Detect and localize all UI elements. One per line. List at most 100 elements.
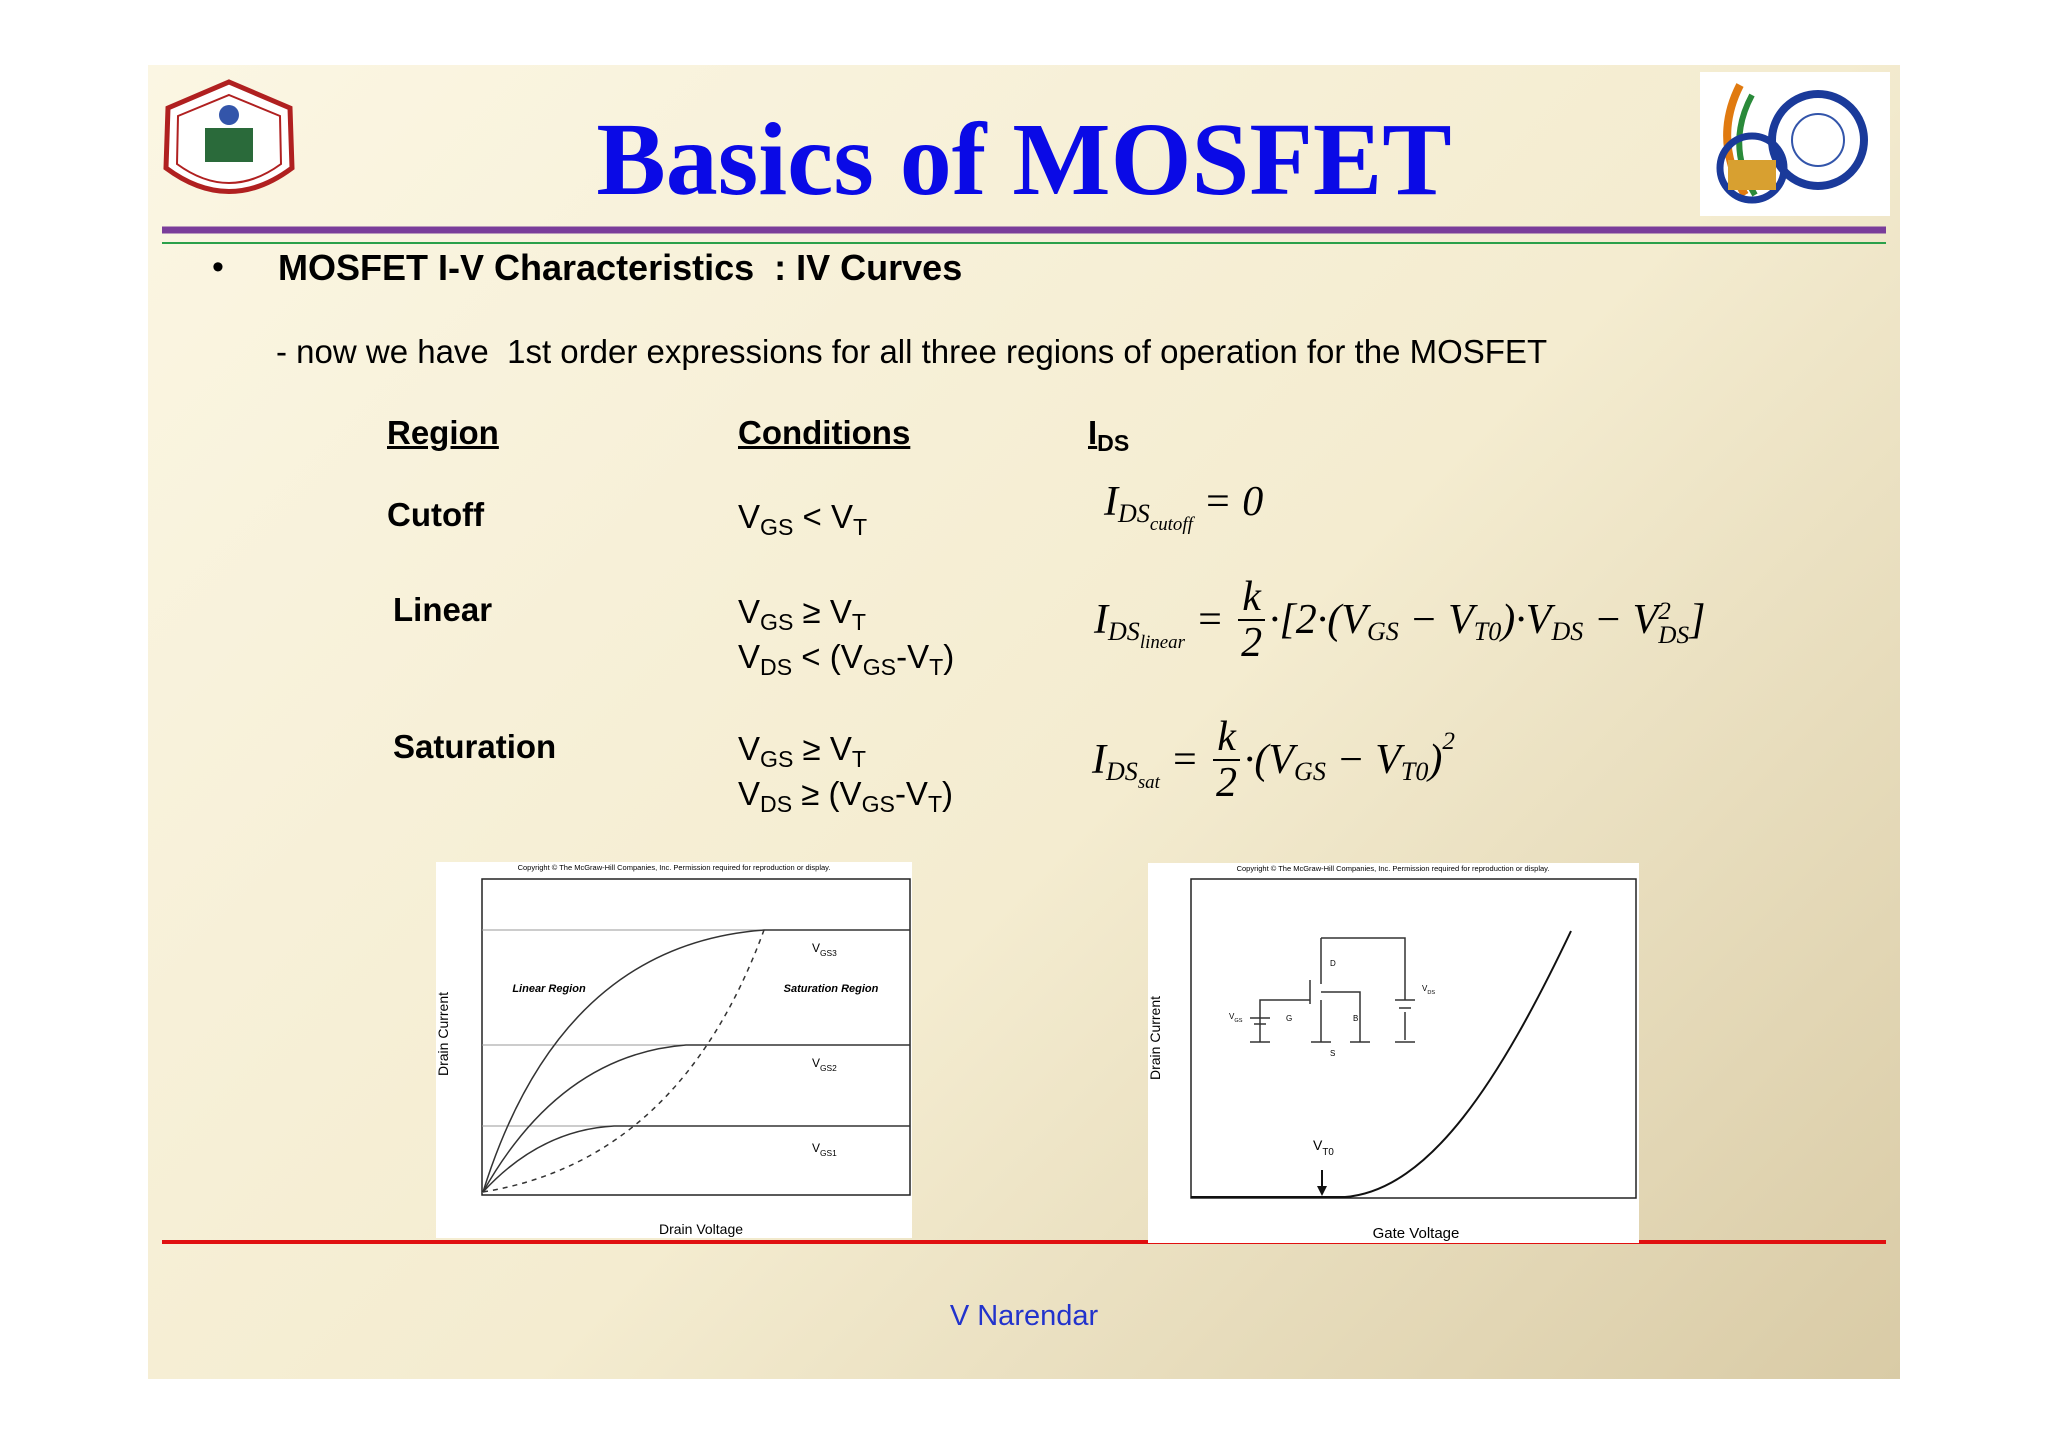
subscript: GS1: [820, 1148, 837, 1158]
formula-sub: T0: [1473, 616, 1502, 646]
formula-base: I: [1104, 479, 1118, 525]
formula-base: =: [1184, 597, 1235, 644]
subscript: T: [927, 790, 943, 817]
circuit-terminal: G: [1286, 1014, 1292, 1023]
condition-line: VGS ≥ VT: [738, 728, 953, 773]
axis-label: Drain Current: [1147, 996, 1163, 1080]
text-part: V: [738, 730, 761, 767]
figure-drain-characteristics: [436, 862, 912, 1238]
text-part: ≥ (V: [792, 775, 862, 812]
text-part: -V: [894, 775, 928, 812]
formula-base: ]: [1689, 597, 1706, 644]
formula-base: ·[2·(V: [1268, 597, 1367, 644]
text-part: V: [738, 593, 761, 630]
formula-sub: GS: [1294, 756, 1326, 786]
formula-sub: GS: [1366, 616, 1399, 646]
formula-base: =: [1159, 737, 1210, 784]
numerator: k: [1213, 715, 1240, 762]
circuit-terminal: B: [1353, 1014, 1358, 1023]
formula: I DS cutoff = 0: [1104, 478, 1263, 535]
formula-sub: DS: [1108, 616, 1140, 646]
subscript: GS: [1234, 1018, 1242, 1024]
bullet-subtext: - now we have 1st order expressions for …: [276, 333, 1548, 370]
superscript: 2: [1658, 597, 1671, 625]
column-header: Conditions: [738, 414, 911, 451]
text-part: ≥ V: [793, 730, 852, 767]
subscript: DS: [760, 653, 793, 680]
axis-label: Drain Voltage: [659, 1221, 743, 1237]
formula-subsub: sat: [1137, 771, 1160, 793]
formula-base: ·(V: [1243, 737, 1295, 784]
sup-sub: 2 DS: [1658, 597, 1690, 649]
subscript: T: [929, 653, 944, 680]
formula-base: − V: [1325, 737, 1401, 784]
formula-base: ): [1428, 737, 1443, 784]
axis-label: Gate Voltage: [1373, 1225, 1460, 1242]
figure-copyright: Copyright © The McGraw-Hill Companies, I…: [518, 863, 831, 872]
bullet-marker: •: [212, 248, 224, 286]
conditions: VGS ≥ VT VDS ≥ (VGS-VT): [738, 728, 953, 818]
diamond-jubilee-logo: [1700, 72, 1890, 216]
text-part: ≥ V: [793, 593, 852, 630]
nit-logo: [163, 79, 295, 194]
circuit-source-label: VGS: [1229, 1012, 1243, 1024]
formula-sub: DS: [1106, 756, 1138, 786]
column-header: Region: [387, 414, 499, 451]
subscript: GS2: [820, 1063, 837, 1073]
formula-base: I: [1094, 597, 1108, 644]
subscript: T0: [1322, 1147, 1334, 1158]
formula-sup: 2: [1442, 728, 1455, 756]
region-annotation: Linear Region: [512, 983, 586, 995]
text-part: ): [942, 775, 954, 812]
subscript: DS: [1658, 621, 1690, 649]
region-annotation: Saturation Region: [784, 983, 879, 995]
formula-subsub: linear: [1139, 631, 1185, 653]
text-part: V: [1313, 1137, 1323, 1153]
threshold-label: VT0: [1313, 1137, 1334, 1158]
subscript: GS: [760, 513, 794, 540]
formula-base: − V: [1583, 597, 1659, 644]
region-label: Saturation: [393, 728, 557, 765]
region-label: Cutoff: [387, 496, 485, 533]
text-part: V: [812, 1056, 820, 1070]
text-part: -V: [896, 638, 930, 675]
subscript: T: [851, 745, 866, 772]
subscript: T: [853, 513, 868, 540]
condition-line: VGS ≥ VT: [738, 591, 954, 636]
circuit-terminal: D: [1330, 959, 1336, 968]
condition-line: VDS < (VGS-VT): [738, 636, 954, 681]
text-part: V: [738, 638, 761, 675]
text-part: V: [738, 498, 761, 535]
figure-copyright: Copyright © The McGraw-Hill Companies, I…: [1237, 864, 1550, 873]
formula-base: )·V: [1501, 597, 1552, 644]
subscript: GS: [760, 608, 794, 635]
condition-line: VDS ≥ (VGS-VT): [738, 773, 953, 818]
text-part: V: [812, 1141, 820, 1155]
formula-base: − V: [1398, 597, 1474, 644]
formula-sub: DS: [1551, 616, 1584, 646]
formula-sub: T0: [1400, 756, 1429, 786]
condition-line: VGS < VT: [738, 496, 867, 541]
circuit-source-label: VDS: [1422, 984, 1435, 996]
region-label: Linear: [393, 591, 493, 628]
circuit-terminal: S: [1330, 1049, 1335, 1058]
formula: I DS sat = k 2 ·(V GS − V T0) 2: [1092, 715, 1455, 805]
text-part: V: [738, 775, 761, 812]
formula: I DS linear = k 2 ·[2·(V GS − V T0)·V DS − V 2 DS…: [1094, 575, 1705, 665]
curve-label: VGS3: [812, 941, 837, 958]
text-part: ): [943, 638, 955, 675]
text-part: V: [812, 941, 820, 955]
curve-label: VGS2: [812, 1056, 837, 1073]
text-part: < V: [793, 498, 854, 535]
text-part: I: [1088, 414, 1098, 451]
text-part: < (V: [792, 638, 863, 675]
formula-base: I: [1092, 737, 1106, 784]
conditions: VGS < VT: [738, 496, 867, 541]
conditions: VGS ≥ VT VDS < (VGS-VT): [738, 591, 954, 681]
denominator: 2: [1216, 760, 1238, 807]
footer-author: V Narendar: [949, 1300, 1099, 1332]
